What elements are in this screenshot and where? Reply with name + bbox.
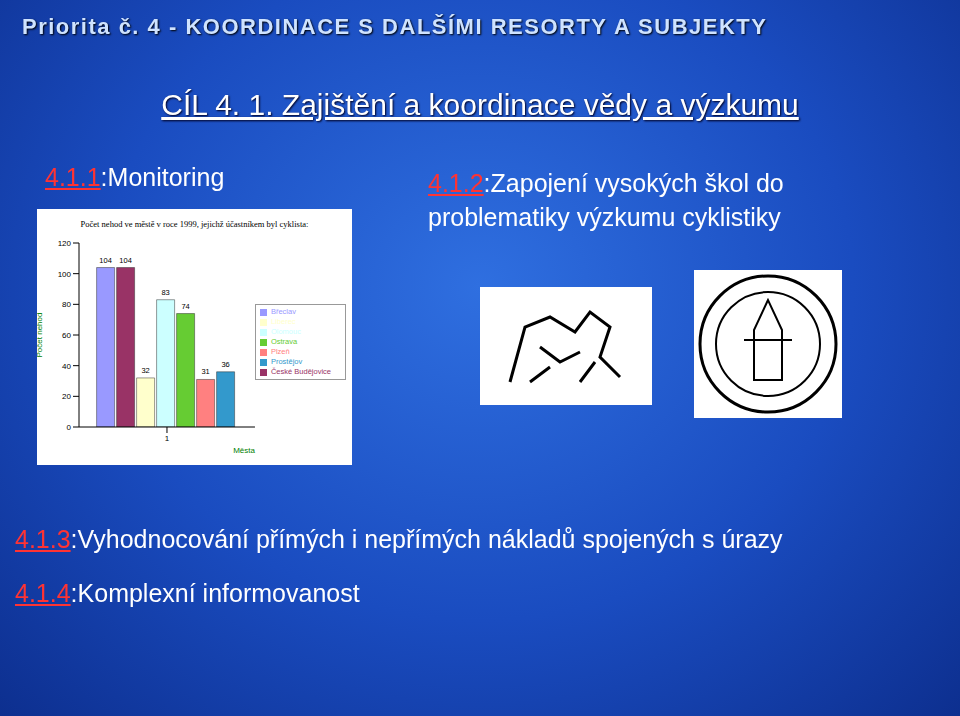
svg-text:Města: Města [233,446,255,455]
html-text:Priorita č. 4 - KOORDINACE S D: Priorita č. 4 - KOORDINACE S DALŠÍMI RES… [22,14,768,39]
svg-text:100: 100 [58,270,72,279]
html-text:České Budějovice: České Budějovice [271,367,331,376]
html-text:4.1.2:Zapojení vysokých škol d: 4.1.2:Zapojení vysokých škol do problema… [428,169,784,231]
svg-text:20: 20 [62,392,71,401]
svg-text:32: 32 [141,366,149,375]
svg-text:1: 1 [165,434,170,443]
svg-text:104: 104 [99,256,112,265]
svg-text:120: 120 [58,239,72,248]
svg-text:40: 40 [62,362,71,371]
svg-text:36: 36 [221,360,229,369]
svg-text:60: 60 [62,331,71,340]
svg-text:31: 31 [201,367,209,376]
html-text:Prostějov: Prostějov [271,357,303,366]
svg-text:83: 83 [161,288,169,297]
svg-text:0: 0 [67,423,72,432]
html-text:Liberec: Liberec [271,317,296,326]
html-text:Ostrava: Ostrava [271,337,298,346]
svg-text:74: 74 [181,302,189,311]
html-text:Počet nehod ve městě v roce 19: Počet nehod ve městě v roce 1999, jejich… [80,219,309,229]
html-text:CÍL 4. 1. Zajištění a koordina: CÍL 4. 1. Zajištění a koordinace vědy a … [161,88,799,121]
svg-text:Počet nehod: Počet nehod [37,313,44,358]
html-text:4.1.1:Monitoring: 4.1.1:Monitoring [45,163,225,191]
html-text:Břeclav: Břeclav [271,307,296,316]
html-text:Olomouc: Olomouc [271,327,301,336]
html-text:4.1.4:Komplexní informovanost: 4.1.4:Komplexní informovanost [15,579,360,607]
svg-text:80: 80 [62,300,71,309]
html-text:4.1.3:Vyhodnocování přímých i: 4.1.3:Vyhodnocování přímých i nepřímých … [15,525,783,553]
svg-text:104: 104 [119,256,132,265]
html-text:Plzeň: Plzeň [271,347,290,356]
